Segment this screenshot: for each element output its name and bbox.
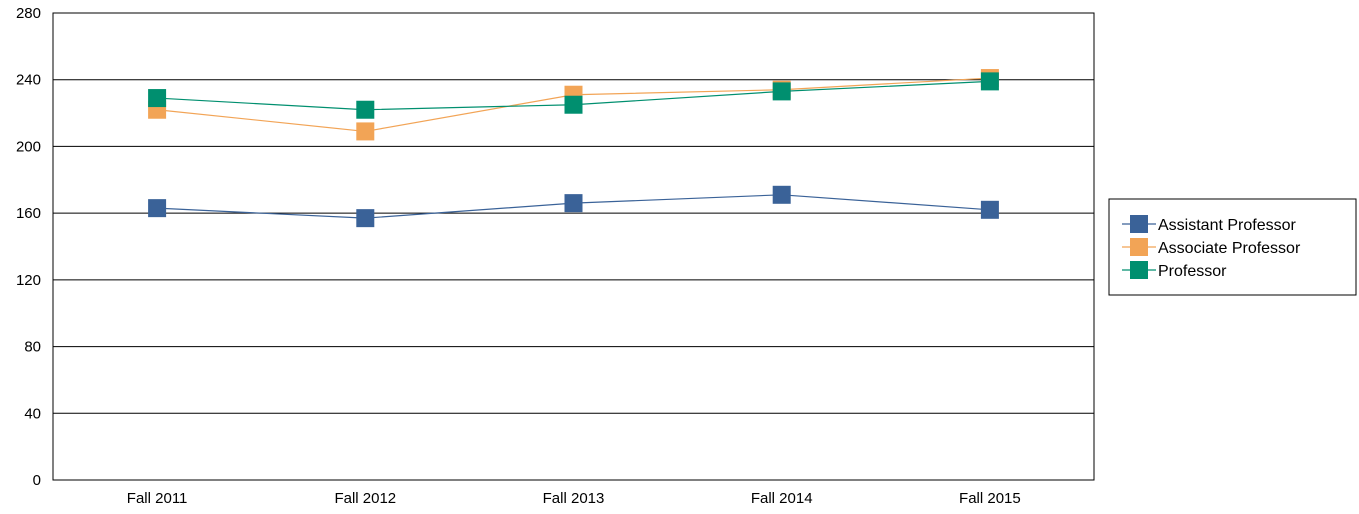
x-tick-label: Fall 2014	[751, 490, 813, 507]
x-tick-label: Fall 2015	[959, 490, 1021, 507]
legend-label: Professor	[1158, 263, 1227, 280]
series-professor	[148, 72, 999, 119]
data-point-marker	[564, 95, 583, 114]
y-tick-label: 80	[24, 339, 41, 356]
plot-area	[52, 12, 1095, 481]
x-axis-tick-labels: Fall 2011 Fall 2012 Fall 2013 Fall 2014 Fall…	[127, 490, 1021, 507]
data-point-marker	[148, 89, 167, 108]
y-tick-label: 240	[16, 72, 41, 89]
legend-marker-swatch	[1130, 261, 1148, 279]
x-tick-label: Fall 2013	[543, 490, 605, 507]
legend-marker-swatch	[1130, 238, 1148, 256]
legend-item: Associate Professor	[1122, 238, 1301, 257]
legend: Assistant Professor Associate Professor Pr…	[1108, 198, 1357, 296]
y-tick-label: 160	[16, 205, 41, 222]
data-point-marker	[356, 100, 375, 119]
data-point-marker	[356, 209, 375, 228]
data-point-marker	[980, 72, 999, 91]
legend-marker-swatch	[1130, 215, 1148, 233]
legend-label: Associate Professor	[1158, 240, 1301, 257]
series-layer	[148, 69, 999, 228]
y-tick-label: 280	[16, 5, 41, 22]
x-tick-label: Fall 2011	[127, 490, 188, 507]
legend-label: Assistant Professor	[1158, 217, 1297, 234]
data-point-marker	[148, 199, 167, 218]
y-tick-label: 200	[16, 138, 41, 155]
y-tick-label: 120	[16, 272, 41, 289]
legend-item: Assistant Professor	[1122, 215, 1297, 234]
data-point-marker	[980, 200, 999, 219]
y-axis-tick-labels: 0 40 80 120 160 200 240 280	[16, 5, 41, 489]
data-point-marker	[772, 185, 791, 204]
x-tick-label: Fall 2012	[334, 490, 396, 507]
y-tick-label: 40	[24, 405, 41, 422]
y-tick-label: 0	[33, 472, 41, 489]
data-point-marker	[564, 194, 583, 213]
legend-item: Professor	[1122, 261, 1227, 280]
gridlines	[53, 79, 1094, 414]
series-assistant-professor	[148, 185, 999, 228]
data-point-marker	[356, 122, 375, 141]
data-point-marker	[772, 82, 791, 101]
